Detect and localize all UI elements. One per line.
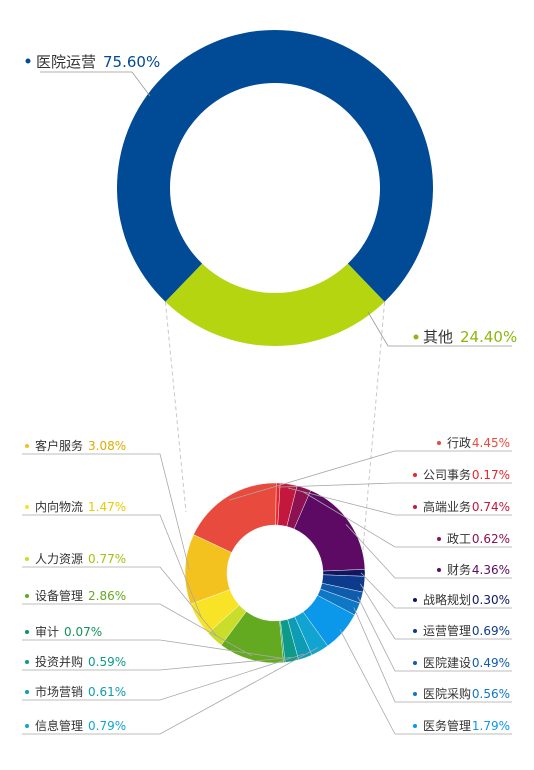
- breakdown-label-value-16: 1.47%: [88, 500, 126, 514]
- breakdown-label-value-12: 0.59%: [88, 655, 126, 669]
- breakdown-label-leader-13: [22, 639, 284, 659]
- main-donut-slice-1: [165, 263, 385, 347]
- breakdown-label-leader-8: [353, 607, 512, 703]
- breakdown-label-value-14: 2.86%: [88, 589, 126, 603]
- breakdown-label-value-3: 0.62%: [472, 532, 510, 546]
- breakdown-label-name-11: 市场营销: [35, 684, 83, 699]
- breakdown-label-dot-6: [413, 629, 417, 633]
- breakdown-label-value-11: 0.61%: [88, 685, 126, 699]
- breakdown-label-value-8: 0.56%: [472, 687, 510, 701]
- breakdown-label-leader-5: [360, 572, 512, 609]
- breakdown-label-name-8: 医院采购: [423, 686, 471, 701]
- breakdown-label-leader-7: [357, 596, 512, 672]
- breakdown-donut-labels: 4.45%行政 0.17%公司事务 0.74%高端业务 0.62%政工 4.36%财务 0…: [22, 436, 512, 735]
- breakdown-label-name-9: 医务管理: [423, 718, 471, 733]
- breakdown-label-name-3: 政工: [447, 532, 471, 546]
- breakdown-label-leader-10: [22, 647, 319, 735]
- breakdown-label-dot-0: [437, 441, 441, 445]
- breakdown-label-name-4: 财务: [447, 562, 471, 577]
- breakdown-label-dot-12: [25, 660, 29, 664]
- breakdown-label-leader-2: [288, 487, 512, 516]
- breakdown-label-dot-1: [413, 473, 417, 477]
- breakdown-label-value-2: 0.74%: [472, 500, 510, 514]
- breakdown-label-value-15: 0.77%: [88, 552, 126, 566]
- breakdown-label-name-13: 审计: [35, 624, 59, 639]
- main-label-dot-1: [413, 334, 419, 340]
- breakdown-label-dot-10: [25, 724, 29, 728]
- breakdown-label-value-5: 0.30%: [472, 593, 510, 607]
- breakdown-label-name-12: 投资并购: [35, 654, 83, 669]
- breakdown-label-value-1: 0.17%: [472, 468, 510, 482]
- breakdown-label-value-17: 3.08%: [88, 439, 126, 453]
- breakdown-label-name-14: 设备管理: [35, 588, 83, 603]
- breakdown-label-value-6: 0.69%: [472, 624, 510, 638]
- breakdown-label-leader-14: [22, 603, 252, 657]
- breakdown-label-dot-7: [413, 661, 417, 665]
- breakdown-label-dot-16: [25, 505, 29, 509]
- breakdown-label-dot-2: [413, 505, 417, 509]
- breakdown-label-name-15: 人力资源: [35, 552, 83, 566]
- main-label-dot-0: [25, 58, 31, 64]
- main-label-leader-0: [40, 71, 151, 97]
- main-donut: [117, 30, 434, 347]
- breakdown-label-name-6: 运营管理: [423, 623, 471, 638]
- breakdown-label-name-7: 医院建设: [423, 656, 471, 670]
- breakdown-label-dot-8: [413, 692, 417, 696]
- connector-line-right: [361, 301, 386, 561]
- breakdown-label-dot-5: [413, 598, 417, 602]
- breakdown-label-value-10: 0.79%: [88, 719, 126, 733]
- breakdown-label-dot-14: [25, 594, 29, 598]
- breakdown-label-leader-15: [22, 566, 218, 637]
- breakdown-label-leader-1: [278, 482, 512, 488]
- breakdown-label-leader-9: [339, 629, 512, 735]
- breakdown-label-leader-0: [229, 450, 512, 501]
- breakdown-label-name-5: 战略规划: [423, 592, 471, 607]
- main-label-value-1: 24.40%: [460, 328, 517, 346]
- breakdown-label-value-0: 4.45%: [472, 436, 510, 450]
- main-donut-labels: 医院运营 75.60% 其他 24.40%: [25, 53, 517, 347]
- breakdown-donut: [184, 482, 366, 664]
- breakdown-label-dot-17: [25, 444, 29, 448]
- breakdown-label-leader-12: [22, 657, 292, 671]
- breakdown-label-leader-17: [22, 453, 190, 570]
- breakdown-donut-slice-17: [184, 534, 232, 605]
- breakdown-label-leader-11: [22, 653, 305, 701]
- breakdown-label-dot-3: [437, 537, 441, 541]
- breakdown-label-name-16: 内向物流: [35, 499, 83, 514]
- breakdown-label-leader-16: [22, 514, 202, 618]
- main-label-name-0: 医院运营: [36, 53, 96, 71]
- breakdown-label-name-0: 行政: [447, 436, 471, 450]
- breakdown-label-name-17: 客户服务: [35, 438, 83, 453]
- breakdown-label-value-13: 0.07%: [64, 625, 102, 639]
- main-label-value-0: 75.60%: [103, 53, 160, 71]
- breakdown-label-dot-4: [437, 568, 441, 572]
- breakdown-label-name-2: 高端业务: [423, 499, 471, 514]
- breakdown-label-value-7: 0.49%: [472, 656, 510, 670]
- breakdown-label-leader-6: [359, 583, 512, 640]
- main-donut-slice-0: [117, 30, 434, 302]
- breakdown-label-dot-11: [25, 690, 29, 694]
- connector-line-left: [164, 301, 187, 513]
- breakdown-label-leader-4: [345, 524, 512, 579]
- breakdown-label-name-1: 公司事务: [423, 467, 471, 482]
- connector-lines: [164, 301, 386, 561]
- breakdown-label-dot-9: [413, 724, 417, 728]
- breakdown-label-leader-3: [302, 491, 512, 548]
- breakdown-label-dot-13: [25, 630, 29, 634]
- breakdown-label-name-10: 信息管理: [35, 718, 83, 733]
- main-label-name-1: 其他: [423, 328, 453, 346]
- main-label-leader-1: [367, 311, 512, 347]
- breakdown-label-value-9: 1.79%: [472, 719, 510, 733]
- breakdown-label-value-4: 4.36%: [472, 563, 510, 577]
- breakdown-label-dot-15: [25, 557, 29, 561]
